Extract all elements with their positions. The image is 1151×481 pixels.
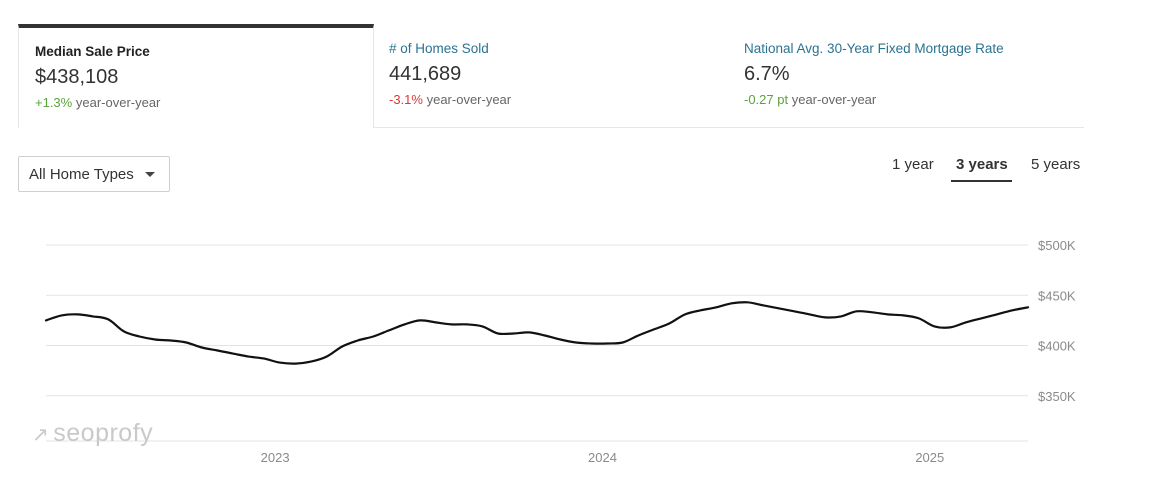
watermark-logo: ↗ seoprofy [32, 419, 153, 448]
x-tick-label: 2025 [915, 450, 944, 465]
y-axis: $350K $400K $450K $500K [1038, 238, 1076, 404]
y-tick-label: $500K [1038, 238, 1076, 253]
tab-median-sale-price[interactable]: Median Sale Price $438,108 +1.3% year-ov… [18, 24, 374, 128]
tab-change: -3.1% year-over-year [389, 90, 713, 110]
series-line-median-sale-price [44, 301, 1030, 365]
tab-homes-sold[interactable]: # of Homes Sold 441,689 -3.1% year-over-… [373, 24, 729, 126]
y-tick-label: $350K [1038, 389, 1076, 404]
metric-tabs: Median Sale Price $438,108 +1.3% year-ov… [18, 24, 1084, 128]
tab-value: $438,108 [35, 66, 119, 88]
change-value: -0.27 pt [744, 92, 789, 107]
tab-title: National Avg. 30-Year Fixed Mortgage Rat… [744, 41, 1004, 56]
change-suffix: year-over-year [791, 92, 877, 107]
caret-down-icon [145, 172, 155, 177]
range-5-years[interactable]: 5 years [1031, 156, 1081, 173]
tab-value: 441,689 [389, 63, 462, 85]
chart-grid [46, 244, 1028, 442]
tab-title: Median Sale Price [35, 44, 150, 59]
tab-value: 6.7% [744, 63, 790, 85]
arrow-icon: ↗ [32, 424, 50, 446]
range-selected-underline [951, 180, 1012, 182]
home-type-dropdown[interactable]: All Home Types [18, 156, 170, 192]
tab-title: # of Homes Sold [389, 41, 489, 56]
x-tick-label: 2024 [588, 450, 617, 465]
tab-mortgage-rate[interactable]: National Avg. 30-Year Fixed Mortgage Rat… [728, 24, 1084, 126]
tab-change: -0.27 pt year-over-year [744, 90, 1068, 110]
tab-change: +1.3% year-over-year [35, 93, 357, 113]
change-suffix: year-over-year [426, 92, 512, 107]
change-value: +1.3% [35, 95, 73, 110]
x-tick-label: 2023 [261, 450, 290, 465]
change-value: -3.1% [389, 92, 423, 107]
y-tick-label: $400K [1038, 339, 1076, 354]
range-3-years[interactable]: 3 years [956, 156, 1008, 173]
range-1-year[interactable]: 1 year [892, 156, 934, 173]
y-tick-label: $450K [1038, 288, 1076, 303]
watermark-text: seoprofy [53, 419, 154, 447]
change-suffix: year-over-year [75, 95, 161, 110]
dropdown-label: All Home Types [29, 166, 134, 183]
x-axis: 2023 2024 2025 [261, 450, 945, 465]
